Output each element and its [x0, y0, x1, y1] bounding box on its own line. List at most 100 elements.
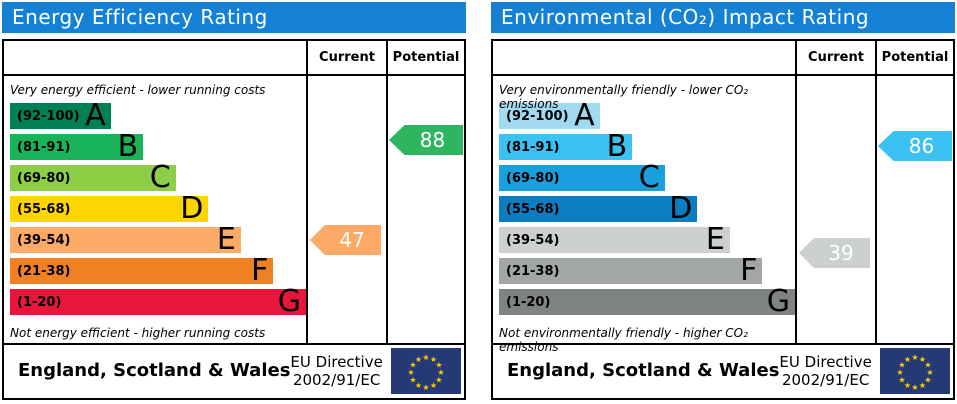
energy-panel-title: Energy Efficiency Rating	[2, 2, 466, 33]
bottom-caption: Not energy efficient - higher running co…	[10, 326, 266, 340]
environmental-band-column: Very environmentally friendly - lower CO…	[493, 76, 795, 354]
environmental-table-footer: England, Scotland & Wales EU Directive 2…	[493, 345, 953, 396]
band-bar-d: (55-68) D	[499, 191, 698, 226]
band-range: (1-20)	[506, 294, 551, 310]
svg-text:★: ★	[415, 381, 422, 390]
band-bar-e: (39-54) E	[499, 222, 730, 257]
svg-text:★: ★	[407, 368, 414, 377]
column-divider	[306, 76, 308, 343]
svg-text:★: ★	[898, 375, 905, 384]
band-letter: B	[117, 129, 139, 164]
band-range: (39-54)	[506, 232, 560, 248]
eu-directive-label: EU Directive 2002/91/EC	[290, 352, 383, 389]
svg-text:★: ★	[409, 375, 416, 384]
svg-text:★: ★	[904, 381, 911, 390]
column-divider	[386, 76, 388, 343]
band-letter: A	[85, 98, 106, 133]
band-letter: G	[277, 284, 301, 319]
band-letter: D	[180, 191, 204, 226]
svg-text:★: ★	[422, 353, 429, 362]
band-bar-g: (1-20) G	[499, 284, 795, 319]
potential-rating-arrow: 86	[878, 131, 952, 161]
band-bar-c: (69-80) C	[499, 160, 665, 195]
eu-directive-label: EU Directive 2002/91/EC	[779, 352, 872, 389]
band-range: (21-38)	[506, 263, 560, 279]
band-bar-a: (92-100) A	[499, 98, 600, 133]
current-column-header: Current	[795, 41, 875, 74]
band-bar-d: (55-68) D	[10, 191, 209, 226]
svg-text:★: ★	[919, 355, 926, 364]
band-range: (55-68)	[17, 201, 71, 217]
eu-flag-icon: ★ ★★ ★★★ ★★★ ★★★	[390, 347, 461, 394]
band-range: (69-80)	[17, 170, 71, 186]
band-letter: A	[574, 98, 595, 133]
header-spacer	[493, 41, 795, 74]
potential-column-header: Potential	[386, 41, 464, 74]
potential-rating-arrow: 88	[389, 125, 463, 155]
energy-efficiency-panel: Energy Efficiency Rating Current Potenti…	[2, 2, 466, 402]
band-bar-f: (21-38) F	[499, 253, 763, 288]
column-divider	[795, 76, 797, 343]
environmental-band-chart: Very environmentally friendly - lower CO…	[493, 76, 953, 354]
band-letter: C	[638, 160, 660, 195]
band-range: (55-68)	[506, 201, 560, 217]
energy-band-column: Very energy efficient - lower running co…	[4, 76, 306, 340]
band-letter: E	[705, 222, 725, 257]
svg-text:★: ★	[435, 360, 442, 369]
band-bar-e: (39-54) E	[10, 222, 241, 257]
band-letter: F	[740, 253, 758, 288]
potential-rating-value: 86	[908, 134, 935, 158]
potential-column-header: Potential	[875, 41, 953, 74]
svg-text:★: ★	[896, 368, 903, 377]
current-rating-value: 47	[339, 228, 365, 252]
band-bar-a: (92-100) A	[10, 98, 111, 133]
svg-text:★: ★	[409, 360, 416, 369]
energy-band-chart: Very energy efficient - lower running co…	[4, 76, 464, 345]
band-letter: G	[766, 284, 790, 319]
band-letter: E	[216, 222, 236, 257]
environmental-bars: (92-100) A (81-91) B (69-80) C (55-68)	[493, 98, 795, 319]
environmental-panel-title: Environmental (CO₂) Impact Rating	[491, 2, 955, 33]
band-bar-g: (1-20) G	[10, 284, 306, 319]
svg-text:★: ★	[919, 381, 926, 390]
svg-text:★: ★	[904, 355, 911, 364]
energy-rating-table: Current Potential Very energy efficient …	[2, 39, 466, 400]
band-range: (69-80)	[506, 170, 560, 186]
band-bar-f: (21-38) F	[10, 253, 274, 288]
current-column-header: Current	[306, 41, 386, 74]
environmental-table-header-row: Current Potential	[493, 41, 953, 76]
band-bar-b: (81-91) B	[499, 132, 633, 162]
svg-text:★: ★	[911, 383, 918, 392]
environmental-rating-table: Current Potential Very environmentally f…	[491, 39, 955, 400]
band-bar-c: (69-80) C	[10, 160, 176, 195]
current-rating-arrow: 47	[310, 225, 381, 255]
svg-text:★: ★	[430, 355, 437, 364]
svg-text:★: ★	[898, 360, 905, 369]
band-range: (39-54)	[17, 232, 71, 248]
region-label: England, Scotland & Wales	[18, 360, 291, 381]
top-caption: Very energy efficient - lower running co…	[10, 83, 266, 97]
current-rating-value: 39	[828, 241, 854, 265]
environmental-impact-panel: Environmental (CO₂) Impact Rating Curren…	[491, 2, 955, 402]
svg-text:★: ★	[911, 353, 918, 362]
energy-table-header-row: Current Potential	[4, 41, 464, 76]
energy-table-footer: England, Scotland & Wales EU Directive 2…	[4, 345, 464, 396]
potential-rating-value: 88	[419, 128, 446, 152]
current-rating-arrow: 39	[799, 238, 870, 268]
svg-text:★: ★	[430, 381, 437, 390]
band-range: (21-38)	[17, 263, 71, 279]
band-range: (92-100)	[17, 108, 80, 124]
band-letter: D	[669, 191, 693, 226]
band-letter: F	[251, 253, 269, 288]
header-spacer	[4, 41, 306, 74]
band-range: (1-20)	[17, 294, 62, 310]
eu-flag-icon: ★ ★★ ★★★ ★★★ ★★★	[879, 347, 950, 394]
bottom-caption: Not environmentally friendly - higher CO…	[499, 326, 748, 354]
svg-text:★: ★	[926, 368, 933, 377]
energy-bars: (92-100) A (81-91) B (69-80) C (55-68)	[4, 98, 306, 319]
svg-text:★: ★	[924, 360, 931, 369]
band-range: (81-91)	[506, 139, 560, 155]
region-label: England, Scotland & Wales	[507, 360, 780, 381]
band-letter: C	[149, 160, 171, 195]
